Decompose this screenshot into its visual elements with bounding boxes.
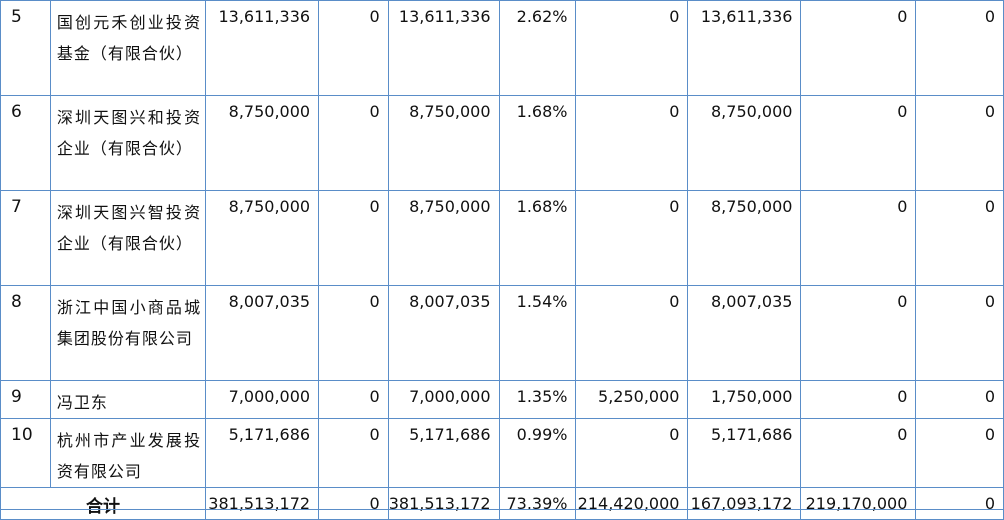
cell-value: 0 bbox=[800, 0, 917, 96]
cell-value: 8,007,035 bbox=[205, 285, 320, 381]
cell-value: 0 bbox=[318, 418, 389, 488]
shareholder-name: 杭州市产业发展投资有限公司 bbox=[49, 418, 207, 488]
cell-value: 8,750,000 bbox=[205, 95, 320, 191]
table-bottom-border bbox=[0, 509, 1004, 514]
table-row: 5 国创元禾创业投资基金（有限合伙） 13,611,336 0 13,611,3… bbox=[0, 0, 1004, 96]
total-value: 214,420,000 bbox=[575, 487, 689, 520]
cell-value: 0 bbox=[915, 380, 1004, 419]
row-index: 9 bbox=[0, 380, 51, 419]
cell-value: 0 bbox=[318, 0, 389, 96]
cell-value: 8,750,000 bbox=[687, 190, 802, 286]
cell-value: 0 bbox=[575, 285, 689, 381]
total-row: 合计 381,513,172 0 381,513,172 73.39% 214,… bbox=[0, 487, 1004, 520]
row-index: 7 bbox=[0, 190, 51, 286]
cell-value: 1,750,000 bbox=[687, 380, 802, 419]
total-label: 合计 bbox=[0, 487, 207, 520]
cell-value: 0 bbox=[318, 285, 389, 381]
total-value: 167,093,172 bbox=[687, 487, 802, 520]
cell-value: 1.35% bbox=[498, 380, 577, 419]
cell-value: 0.99% bbox=[498, 418, 577, 488]
cell-value: 1.68% bbox=[498, 190, 577, 286]
total-value: 381,513,172 bbox=[205, 487, 320, 520]
total-value: 381,513,172 bbox=[387, 487, 500, 520]
cell-value: 8,007,035 bbox=[387, 285, 500, 381]
cell-value: 5,171,686 bbox=[687, 418, 802, 488]
shareholder-name: 深圳天图兴智投资企业（有限合伙） bbox=[49, 190, 207, 286]
cell-value: 5,171,686 bbox=[387, 418, 500, 488]
cell-value: 0 bbox=[915, 285, 1004, 381]
cell-value: 0 bbox=[915, 0, 1004, 96]
row-index: 10 bbox=[0, 418, 51, 488]
shareholder-name: 冯卫东 bbox=[49, 380, 207, 419]
cell-value: 1.68% bbox=[498, 95, 577, 191]
cell-value: 5,250,000 bbox=[575, 380, 689, 419]
cell-value: 0 bbox=[915, 95, 1004, 191]
cell-value: 0 bbox=[800, 95, 917, 191]
cell-value: 0 bbox=[575, 418, 689, 488]
total-value: 0 bbox=[915, 487, 1004, 520]
cell-value: 0 bbox=[575, 95, 689, 191]
cell-value: 8,750,000 bbox=[687, 95, 802, 191]
cell-value: 0 bbox=[318, 95, 389, 191]
cell-value: 1.54% bbox=[498, 285, 577, 381]
table-row: 9 冯卫东 7,000,000 0 7,000,000 1.35% 5,250,… bbox=[0, 380, 1004, 419]
cell-value: 7,000,000 bbox=[205, 380, 320, 419]
cell-value: 5,171,686 bbox=[205, 418, 320, 488]
cell-value: 0 bbox=[575, 190, 689, 286]
shareholder-name: 深圳天图兴和投资企业（有限合伙） bbox=[49, 95, 207, 191]
shareholder-name: 浙江中国小商品城集团股份有限公司 bbox=[49, 285, 207, 381]
cell-value: 0 bbox=[800, 380, 917, 419]
cell-value: 13,611,336 bbox=[687, 0, 802, 96]
cell-value: 0 bbox=[915, 190, 1004, 286]
table-row: 7 深圳天图兴智投资企业（有限合伙） 8,750,000 0 8,750,000… bbox=[0, 190, 1004, 286]
total-value: 219,170,000 bbox=[800, 487, 917, 520]
cell-value: 0 bbox=[915, 418, 1004, 488]
cell-value: 13,611,336 bbox=[387, 0, 500, 96]
cell-value: 0 bbox=[318, 380, 389, 419]
cell-value: 8,007,035 bbox=[687, 285, 802, 381]
total-value: 0 bbox=[318, 487, 389, 520]
row-index: 8 bbox=[0, 285, 51, 381]
shareholder-name: 国创元禾创业投资基金（有限合伙） bbox=[49, 0, 207, 96]
cell-value: 7,000,000 bbox=[387, 380, 500, 419]
cell-value: 0 bbox=[800, 190, 917, 286]
cell-value: 8,750,000 bbox=[387, 95, 500, 191]
row-index: 6 bbox=[0, 95, 51, 191]
cell-value: 0 bbox=[800, 418, 917, 488]
cell-value: 8,750,000 bbox=[205, 190, 320, 286]
cell-value: 13,611,336 bbox=[205, 0, 320, 96]
cell-value: 0 bbox=[318, 190, 389, 286]
table-row: 10 杭州市产业发展投资有限公司 5,171,686 0 5,171,686 0… bbox=[0, 418, 1004, 488]
cell-value: 2.62% bbox=[498, 0, 577, 96]
cell-value: 8,750,000 bbox=[387, 190, 500, 286]
table-row: 8 浙江中国小商品城集团股份有限公司 8,007,035 0 8,007,035… bbox=[0, 285, 1004, 381]
cell-value: 0 bbox=[800, 285, 917, 381]
row-index: 5 bbox=[0, 0, 51, 96]
table-row: 6 深圳天图兴和投资企业（有限合伙） 8,750,000 0 8,750,000… bbox=[0, 95, 1004, 191]
cell-value: 0 bbox=[575, 0, 689, 96]
total-value: 73.39% bbox=[498, 487, 577, 520]
